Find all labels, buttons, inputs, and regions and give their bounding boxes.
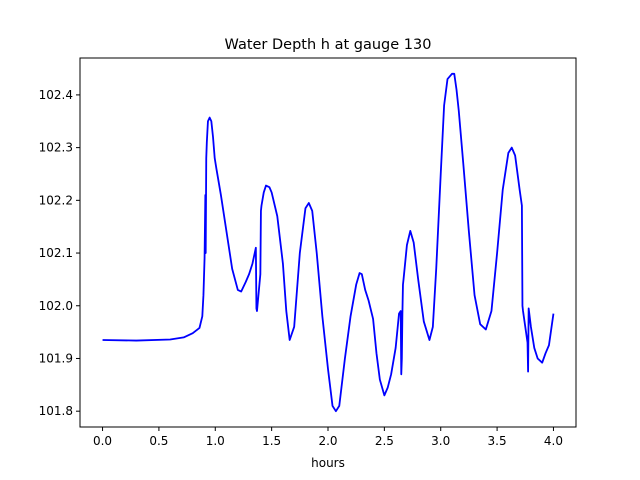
x-axis-label: hours bbox=[311, 456, 345, 470]
y-axis: 101.8 101.9 102.0 102.1 102.2 102.3 102.4 bbox=[39, 88, 80, 418]
plot-area bbox=[79, 57, 577, 428]
y-tick-label: 101.9 bbox=[39, 351, 73, 365]
y-tick-label: 101.8 bbox=[39, 404, 73, 418]
y-tick-label: 102.2 bbox=[39, 193, 73, 207]
y-tick-label: 102.3 bbox=[39, 141, 73, 155]
x-tick-label: 0.0 bbox=[93, 434, 112, 448]
series-line-0 bbox=[102, 72, 555, 413]
x-tick-label: 1.5 bbox=[262, 434, 281, 448]
x-tick-label: 4.0 bbox=[544, 434, 563, 448]
y-tick-label: 102.0 bbox=[39, 299, 73, 313]
chart-title: Water Depth h at gauge 130 bbox=[225, 37, 432, 53]
x-axis: 0.0 0.5 1.0 1.5 2.0 2.5 3.0 3.5 4.0 bbox=[93, 427, 563, 448]
y-tick-label: 102.4 bbox=[39, 88, 73, 102]
x-tick-label: 2.0 bbox=[318, 434, 337, 448]
x-tick-label: 0.5 bbox=[149, 434, 168, 448]
x-tick-label: 3.0 bbox=[431, 434, 450, 448]
y-tick-label: 102.1 bbox=[39, 246, 73, 260]
x-tick-label: 1.0 bbox=[206, 434, 225, 448]
x-tick-label: 3.5 bbox=[488, 434, 507, 448]
x-tick-label: 2.5 bbox=[375, 434, 394, 448]
